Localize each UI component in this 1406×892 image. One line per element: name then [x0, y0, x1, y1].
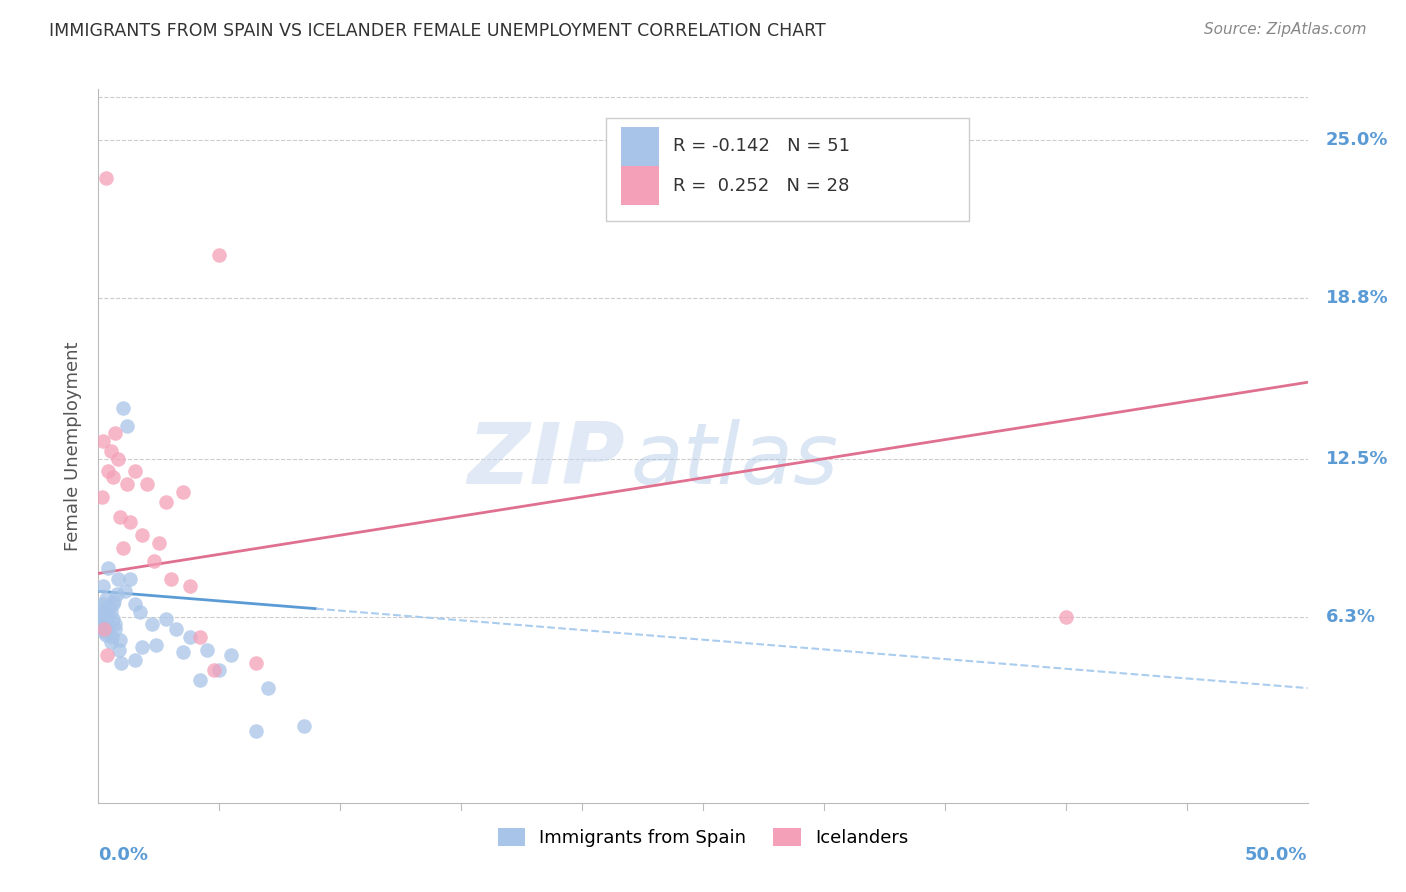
Point — [94, 171, 117, 186]
Point — [155, 612, 177, 626]
Point — [105, 587, 128, 601]
Y-axis label: Female Unemployment: Female Unemployment — [63, 342, 82, 550]
Point — [104, 617, 127, 632]
Point — [111, 541, 134, 555]
Point — [118, 516, 141, 530]
Point — [292, 719, 315, 733]
Point — [124, 597, 146, 611]
Point — [107, 451, 129, 466]
Point — [89, 617, 111, 632]
Point — [90, 602, 112, 616]
Point — [141, 617, 163, 632]
Point — [117, 418, 139, 433]
Point — [148, 536, 170, 550]
Point — [91, 612, 114, 626]
FancyBboxPatch shape — [621, 166, 659, 205]
Point — [128, 605, 150, 619]
FancyBboxPatch shape — [621, 127, 659, 166]
Point — [131, 528, 153, 542]
Text: Source: ZipAtlas.com: Source: ZipAtlas.com — [1204, 22, 1367, 37]
Point — [195, 643, 218, 657]
Text: ZIP: ZIP — [467, 418, 624, 502]
Point — [89, 607, 111, 622]
Point — [93, 605, 115, 619]
Point — [100, 635, 122, 649]
Point — [172, 484, 194, 499]
Point — [117, 477, 139, 491]
Point — [108, 632, 131, 647]
Text: 0.0%: 0.0% — [98, 846, 149, 863]
Text: 18.8%: 18.8% — [1326, 289, 1389, 307]
Point — [1054, 609, 1077, 624]
Point — [100, 630, 122, 644]
Point — [97, 561, 120, 575]
Point — [96, 617, 118, 632]
Text: 50.0%: 50.0% — [1246, 846, 1308, 863]
Point — [91, 434, 114, 448]
Point — [98, 599, 121, 614]
Point — [204, 663, 226, 677]
Point — [155, 495, 177, 509]
Text: 6.3%: 6.3% — [1326, 607, 1375, 626]
Text: 25.0%: 25.0% — [1326, 131, 1388, 149]
Point — [221, 648, 243, 662]
Point — [93, 625, 115, 640]
Point — [208, 663, 231, 677]
Point — [256, 681, 278, 695]
Point — [172, 645, 194, 659]
Point — [245, 656, 267, 670]
Point — [97, 623, 120, 637]
Point — [124, 465, 146, 479]
Point — [103, 594, 125, 608]
Point — [108, 643, 131, 657]
Point — [104, 426, 127, 441]
Point — [91, 579, 114, 593]
Point — [97, 465, 120, 479]
Point — [101, 597, 124, 611]
Point — [135, 477, 157, 491]
FancyBboxPatch shape — [606, 118, 969, 221]
Point — [100, 444, 122, 458]
Legend: Immigrants from Spain, Icelanders: Immigrants from Spain, Icelanders — [491, 821, 915, 855]
Point — [101, 612, 124, 626]
Point — [118, 572, 141, 586]
Point — [208, 248, 231, 262]
Point — [245, 724, 267, 739]
Text: R = -0.142   N = 51: R = -0.142 N = 51 — [672, 137, 849, 155]
Point — [143, 554, 166, 568]
Point — [188, 673, 211, 688]
Point — [104, 623, 127, 637]
Point — [91, 597, 114, 611]
Text: IMMIGRANTS FROM SPAIN VS ICELANDER FEMALE UNEMPLOYMENT CORRELATION CHART: IMMIGRANTS FROM SPAIN VS ICELANDER FEMAL… — [49, 22, 825, 40]
Point — [91, 620, 114, 634]
Point — [160, 572, 183, 586]
Point — [100, 605, 122, 619]
Point — [165, 623, 187, 637]
Point — [108, 510, 131, 524]
Point — [124, 653, 146, 667]
Point — [179, 630, 201, 644]
Point — [188, 630, 211, 644]
Point — [90, 615, 112, 629]
Point — [101, 469, 124, 483]
Point — [94, 591, 117, 606]
Point — [107, 572, 129, 586]
Text: R =  0.252   N = 28: R = 0.252 N = 28 — [672, 177, 849, 194]
Point — [145, 638, 167, 652]
Text: atlas: atlas — [630, 418, 838, 502]
Point — [93, 623, 115, 637]
Text: 12.5%: 12.5% — [1326, 450, 1388, 467]
Point — [131, 640, 153, 655]
Point — [96, 609, 118, 624]
Point — [111, 401, 134, 415]
Point — [96, 648, 118, 662]
Point — [94, 627, 117, 641]
Point — [114, 584, 136, 599]
Point — [179, 579, 201, 593]
Point — [91, 490, 114, 504]
Point — [110, 656, 132, 670]
